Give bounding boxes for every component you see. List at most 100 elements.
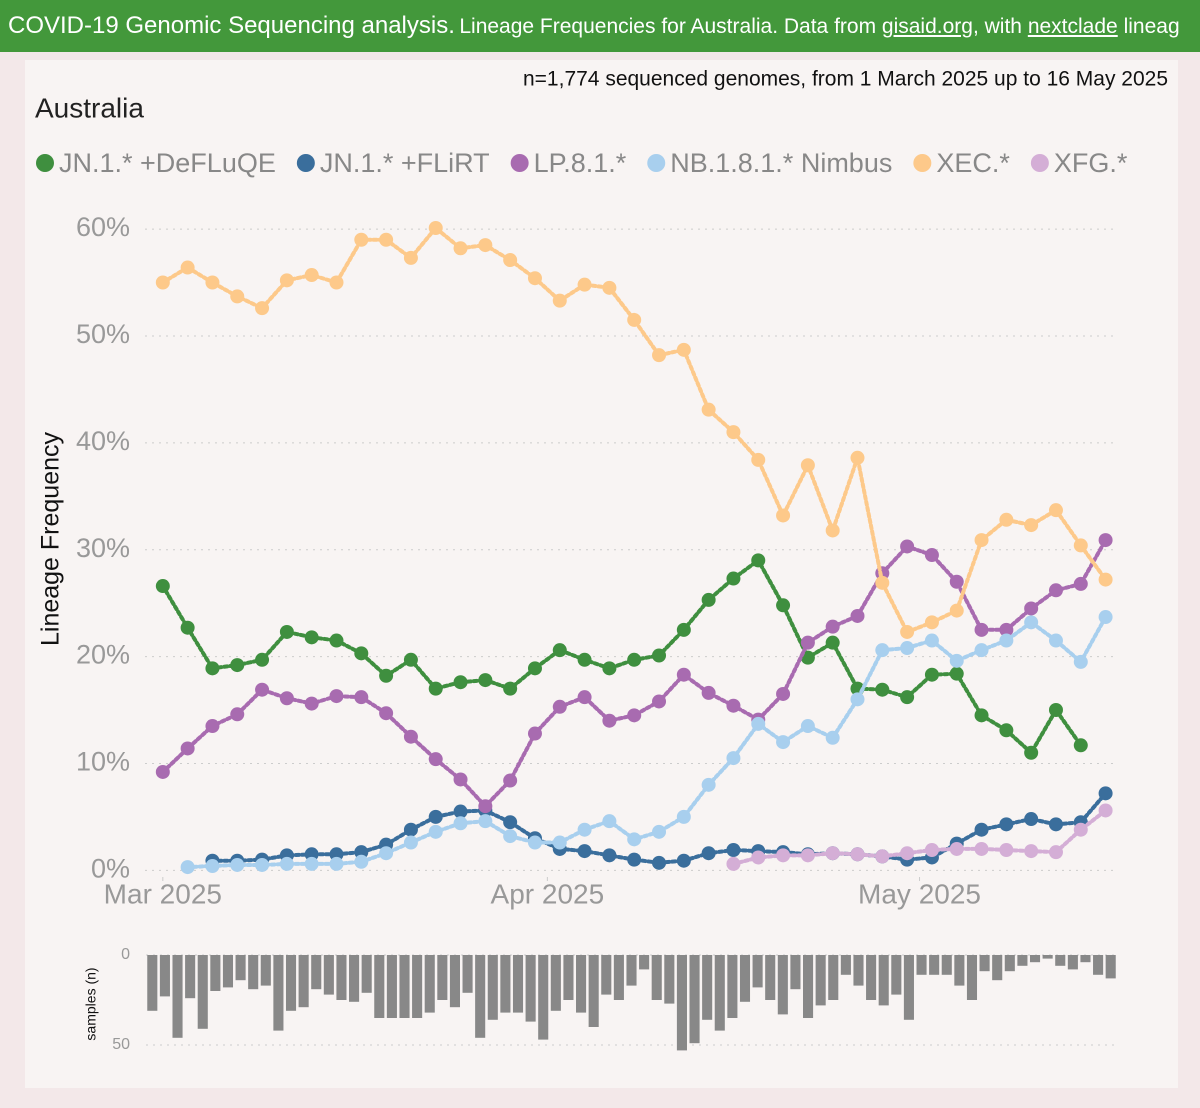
data-point [379,668,394,683]
data-point [577,652,592,667]
bar [336,955,347,1000]
data-point [1098,803,1113,818]
bar [1067,955,1078,970]
source-link[interactable]: gisaid.org [881,15,973,38]
data-point [155,764,170,779]
data-point [577,844,592,859]
data-point [800,635,815,650]
bar [878,955,889,1006]
data-point [503,829,518,844]
legend-marker [913,154,932,172]
data-point [255,652,270,667]
data-point [1024,844,1039,859]
data-point [900,690,915,705]
bar [954,955,965,986]
bar [979,955,990,972]
data-point [503,681,518,696]
bar [159,955,170,997]
bar [424,955,435,1013]
x-tick-label: Mar 2025 [104,878,222,909]
data-point [751,553,766,568]
bar [626,955,637,986]
data-point [652,694,667,709]
data-point [205,275,220,290]
bar [891,955,902,995]
data-point [850,692,865,707]
data-point [403,822,418,837]
banner-title: COVID-19 Genomic Sequencing analysis. [8,12,455,39]
data-point [1048,503,1063,518]
y-axis-label: samples (n) [83,967,99,1040]
data-point [800,719,815,734]
data-point [552,835,567,850]
data-point [453,675,468,690]
data-point [726,843,741,858]
bar [903,955,914,1020]
data-point [999,723,1014,738]
bar [512,955,524,1013]
bar [500,955,511,1013]
data-point [1048,633,1063,648]
bar [550,955,561,1011]
data-point [205,661,220,676]
data-point [924,633,939,648]
data-point [900,624,915,639]
x-tick-label: Apr 2025 [491,878,605,909]
bar [651,955,662,1000]
data-point [155,579,170,594]
bar [197,955,208,1029]
bar [803,955,814,1018]
data-point [478,673,493,688]
data-point [900,539,915,554]
bar [601,955,612,995]
bar [185,955,196,999]
data-point [577,822,592,837]
data-point [230,707,245,722]
data-point [999,622,1014,637]
data-point [701,777,716,792]
bar [248,955,259,990]
data-point [1048,703,1063,717]
bar [399,955,410,1018]
data-point [329,856,344,871]
data-point [701,592,716,607]
bar [916,955,927,975]
tool-link[interactable]: nextclade [1027,15,1118,38]
legend-marker [510,154,529,172]
bar [361,955,372,993]
data-point [825,635,840,650]
data-point [329,689,344,704]
bar [1055,955,1066,966]
data-point [155,275,170,290]
data-point [1073,738,1088,753]
bar [588,955,599,1027]
data-point [701,846,716,861]
data-point [1073,576,1088,591]
data-point [428,824,443,839]
data-point [776,598,791,613]
data-point [527,835,542,850]
data-point [1024,615,1039,630]
data-point [255,857,270,872]
banner-text: lineag [1117,15,1180,38]
bar [1042,955,1053,959]
bar [222,955,234,988]
y-tick-label: 40% [76,426,130,456]
data-point [875,682,890,697]
data-point [403,652,418,667]
y-tick-label: 20% [76,640,130,670]
data-point [403,729,418,744]
data-point [627,652,642,667]
data-point [354,845,369,860]
bar [235,955,246,981]
data-point [1098,572,1113,587]
y-tick-label: 50% [76,319,130,349]
bar [538,955,549,1040]
data-point [552,293,567,308]
data-point [602,848,617,863]
banner-text: , with [972,15,1028,38]
data-point [428,752,443,767]
data-point [1024,518,1039,533]
data-point [1048,583,1063,598]
